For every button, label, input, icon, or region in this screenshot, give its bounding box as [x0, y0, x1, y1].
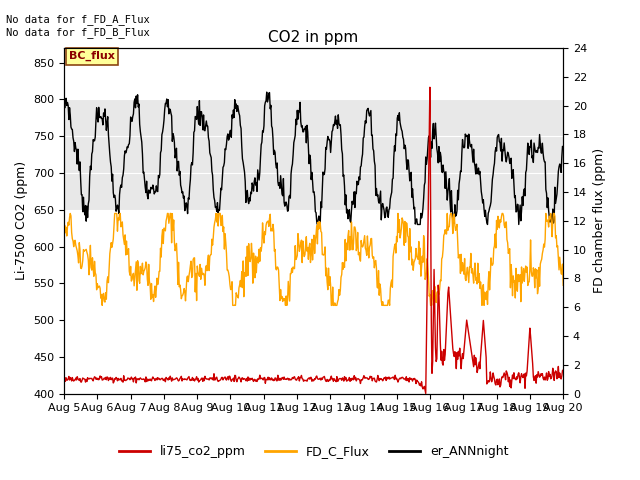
Text: No data for f_FD_A_Flux
No data for f_FD_B_Flux: No data for f_FD_A_Flux No data for f_FD…	[6, 14, 150, 38]
Y-axis label: FD chamber flux (ppm): FD chamber flux (ppm)	[593, 148, 605, 293]
Y-axis label: Li-7500 CO2 (ppm): Li-7500 CO2 (ppm)	[15, 161, 28, 280]
Title: CO2 in ppm: CO2 in ppm	[268, 30, 359, 46]
Bar	[64, 99, 563, 210]
Legend: li75_co2_ppm, FD_C_Flux, er_ANNnight: li75_co2_ppm, FD_C_Flux, er_ANNnight	[114, 440, 513, 463]
Text: BC_flux: BC_flux	[69, 51, 115, 61]
